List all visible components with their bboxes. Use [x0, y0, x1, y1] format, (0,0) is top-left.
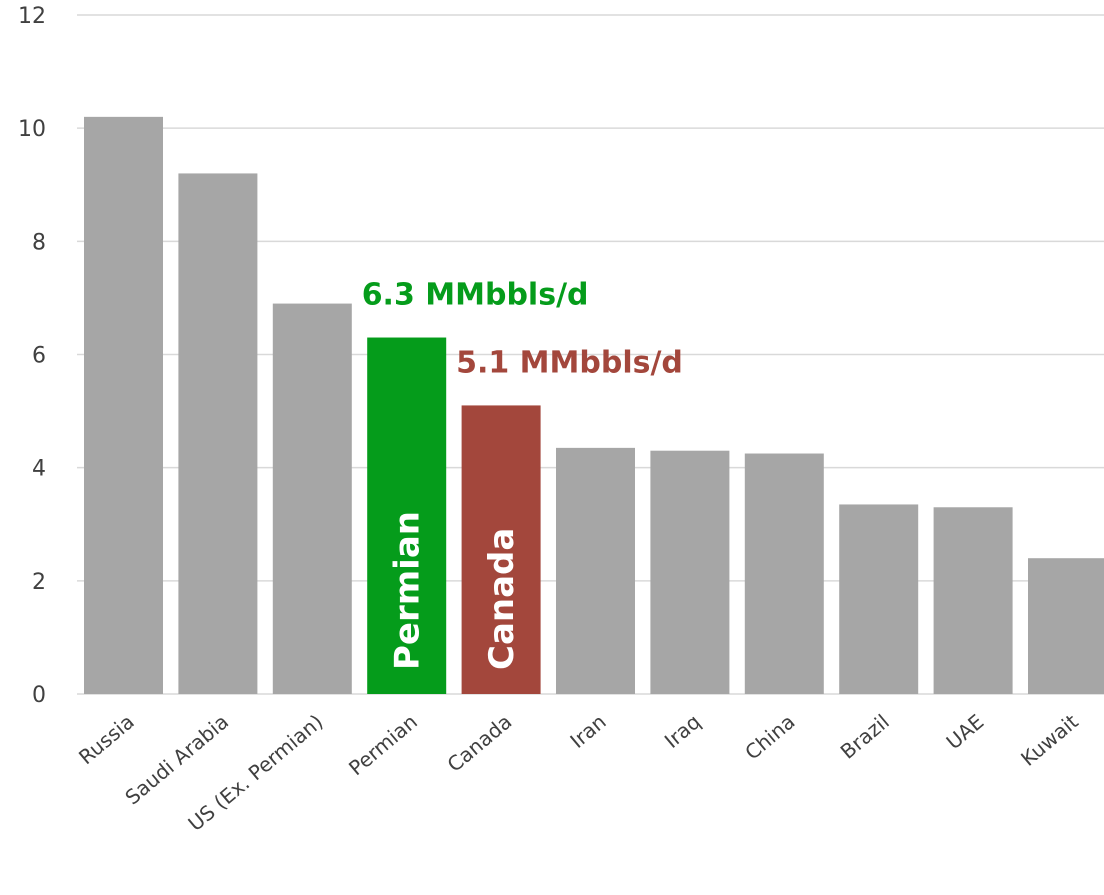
bar-china	[744, 453, 824, 694]
bar-canada	[461, 405, 541, 694]
bars	[84, 116, 1104, 695]
y-tick-label-0: 0	[32, 683, 46, 708]
bar-brazil	[839, 504, 919, 694]
x-label-permian: Permian	[344, 709, 422, 780]
x-label-uae: UAE	[942, 709, 989, 754]
bar-saudi-arabia	[178, 173, 258, 694]
callout-labels: 6.3 MMbbls/d 5.1 MMbbls/d	[362, 278, 683, 381]
x-label-kuwait: Kuwait	[1016, 709, 1083, 770]
y-axis-ticks: 0 2 4 6 8 10 12	[18, 4, 46, 708]
bar-uae	[933, 507, 1013, 694]
in-bar-labels: Permian Canada	[388, 511, 522, 670]
callout-permian: 6.3 MMbbls/d	[362, 278, 589, 313]
y-tick-label-8: 8	[32, 230, 46, 255]
bar-iraq	[650, 450, 730, 694]
x-label-canada: Canada	[443, 709, 517, 776]
bar-us-ex-permian	[272, 303, 352, 694]
y-tick-label-6: 6	[32, 344, 46, 369]
bar-iran	[556, 447, 635, 694]
x-label-russia: Russia	[74, 709, 139, 769]
in-bar-label-permian: Permian	[388, 511, 428, 670]
x-label-iraq: Iraq	[660, 709, 705, 753]
y-tick-label-4: 4	[32, 457, 46, 482]
bar-russia	[84, 116, 163, 695]
callout-canada: 5.1 MMbbls/d	[456, 345, 683, 380]
bar-permian	[367, 337, 447, 694]
x-label-iran: Iran	[565, 709, 610, 752]
y-tick-label-12: 12	[18, 4, 46, 29]
x-label-brazil: Brazil	[836, 709, 894, 763]
y-tick-label-10: 10	[18, 117, 46, 142]
in-bar-label-canada: Canada	[482, 528, 522, 670]
y-tick-label-2: 2	[32, 570, 46, 595]
bar-kuwait	[1028, 558, 1104, 694]
x-label-china: China	[740, 709, 799, 764]
